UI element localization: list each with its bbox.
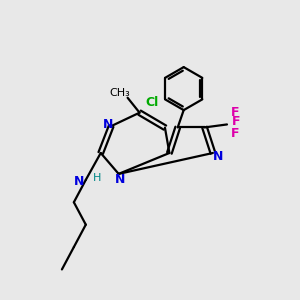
Text: F: F bbox=[232, 115, 241, 128]
Text: CH₃: CH₃ bbox=[110, 88, 130, 98]
Text: F: F bbox=[231, 106, 239, 119]
Text: N: N bbox=[102, 118, 113, 131]
Text: N: N bbox=[115, 173, 125, 186]
Text: Cl: Cl bbox=[146, 96, 159, 109]
Text: N: N bbox=[213, 150, 224, 163]
Text: F: F bbox=[231, 127, 239, 140]
Text: H: H bbox=[93, 173, 102, 183]
Text: N: N bbox=[74, 175, 84, 188]
